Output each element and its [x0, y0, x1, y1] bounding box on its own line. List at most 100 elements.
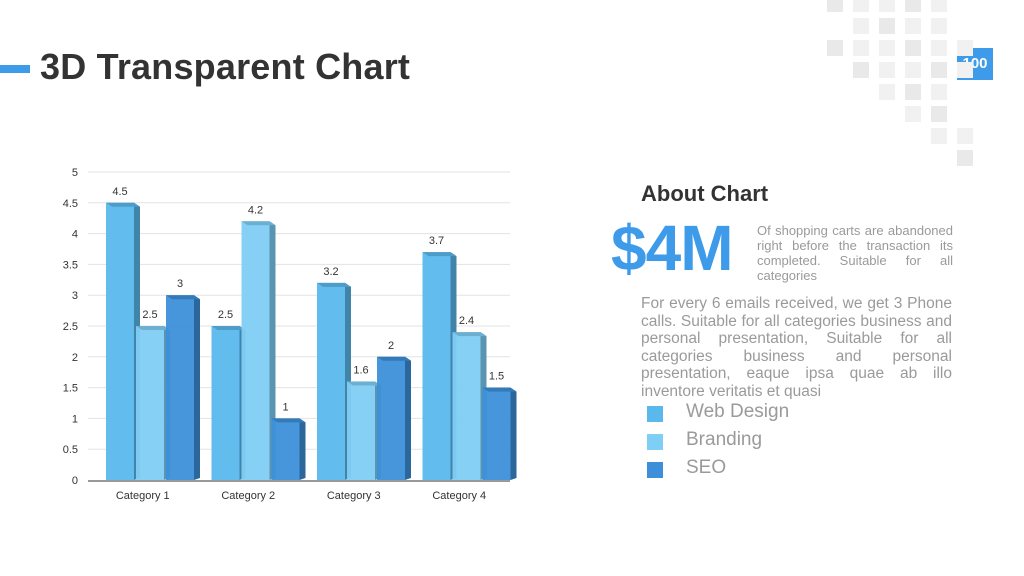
decorative-square-grid — [827, 0, 973, 166]
deco-square — [957, 128, 973, 144]
deco-square — [853, 62, 869, 78]
bar — [347, 381, 375, 480]
bar — [241, 221, 270, 480]
deco-square — [931, 18, 947, 34]
deco-square — [957, 62, 973, 78]
x-tick-label: Category 2 — [221, 490, 275, 502]
deco-square — [931, 128, 947, 144]
legend-item-branding: Branding — [647, 428, 847, 456]
stat-description: Of shopping carts are abandoned right be… — [757, 223, 953, 283]
title-accent-bar — [0, 65, 30, 73]
deco-square — [905, 84, 921, 100]
bar-side — [510, 387, 517, 480]
deco-square — [957, 40, 973, 56]
bar-side — [194, 295, 200, 480]
x-tick-label: Category 1 — [116, 490, 170, 502]
data-label: 4.5 — [112, 186, 127, 198]
y-tick-label: 0 — [72, 475, 78, 487]
x-tick-label: Category 4 — [432, 490, 486, 502]
bar-side — [269, 221, 276, 480]
deco-square — [931, 40, 947, 56]
bar — [452, 332, 481, 480]
data-label: 2.5 — [218, 309, 233, 321]
deco-square — [905, 18, 921, 34]
bar-side — [405, 356, 411, 480]
deco-square — [853, 18, 869, 34]
deco-square — [931, 62, 947, 78]
deco-square — [957, 150, 973, 166]
bar-top — [452, 332, 487, 337]
bar — [271, 418, 300, 480]
data-label: 1.6 — [353, 364, 368, 376]
legend-swatch-web-design — [647, 406, 663, 422]
bar — [106, 202, 134, 481]
y-tick-label: 2.5 — [63, 321, 78, 333]
legend-swatch-seo — [647, 462, 663, 478]
big-stat-value: $4M — [611, 212, 733, 284]
y-tick-label: 5 — [72, 167, 78, 179]
deco-square — [905, 40, 921, 56]
bar-top — [136, 326, 170, 330]
deco-square — [827, 40, 843, 56]
deco-square — [931, 84, 947, 100]
bar-top — [271, 418, 306, 423]
deco-square — [879, 84, 895, 100]
deco-square — [905, 62, 921, 78]
bar-top — [482, 387, 517, 392]
bar — [136, 326, 164, 480]
data-label: 3.7 — [429, 235, 444, 247]
bar — [482, 387, 511, 480]
deco-square — [853, 40, 869, 56]
description-paragraph: For every 6 emails received, we get 3 Ph… — [641, 295, 952, 399]
legend-swatch-branding — [647, 434, 663, 450]
legend-label-branding: Branding — [686, 429, 763, 450]
y-tick-label: 4.5 — [63, 198, 78, 210]
data-label: 3.2 — [323, 266, 338, 278]
deco-square — [879, 18, 895, 34]
data-label: 2.4 — [459, 315, 474, 327]
y-tick-label: 1.5 — [63, 383, 78, 395]
deco-square — [931, 0, 947, 12]
legend-label-web-design: Web Design — [686, 401, 790, 422]
bar-top — [241, 221, 276, 226]
bar-top — [106, 202, 140, 207]
data-label: 1.5 — [489, 371, 504, 383]
data-label: 2 — [388, 340, 394, 352]
bar-top — [211, 326, 246, 330]
bar-side — [299, 418, 306, 480]
bar-top — [422, 252, 457, 257]
bar — [211, 326, 240, 480]
deco-square — [879, 62, 895, 78]
deco-square — [905, 106, 921, 122]
about-chart-title: About Chart — [641, 181, 769, 206]
y-tick-label: 3 — [72, 290, 78, 302]
deco-square — [905, 0, 921, 12]
data-label: 1 — [282, 401, 288, 413]
bar-top — [317, 282, 351, 287]
page-title: 3D Transparent Chart — [40, 46, 411, 87]
y-tick-label: 2 — [72, 352, 78, 364]
bar — [317, 282, 345, 480]
deco-square — [827, 0, 843, 12]
bar-top — [166, 295, 200, 300]
data-label: 4.2 — [248, 204, 263, 216]
bar — [422, 252, 451, 480]
bar — [377, 356, 405, 480]
data-label: 2.5 — [142, 309, 157, 321]
bar-chart: 0 0.5 1 1.5 2 2.5 3 3.5 4 4.5 5 4.5 2.5 3 Category 1 2.… — [63, 167, 517, 502]
deco-square — [879, 0, 895, 12]
y-tick-label: 3.5 — [63, 259, 78, 271]
y-tick-label: 0.5 — [63, 444, 78, 456]
deco-square — [931, 106, 947, 122]
bar-top — [347, 381, 381, 386]
y-tick-label: 1 — [72, 413, 78, 425]
chart-legend: Web Design Branding SEO — [647, 400, 847, 484]
bar — [166, 295, 194, 480]
deco-square — [853, 0, 869, 12]
bar-top — [377, 356, 411, 361]
data-label: 3 — [177, 278, 183, 290]
x-tick-label: Category 3 — [327, 490, 381, 502]
y-tick-label: 4 — [72, 229, 78, 241]
legend-label-seo: SEO — [686, 457, 727, 478]
legend-item-web-design: Web Design — [647, 400, 847, 428]
